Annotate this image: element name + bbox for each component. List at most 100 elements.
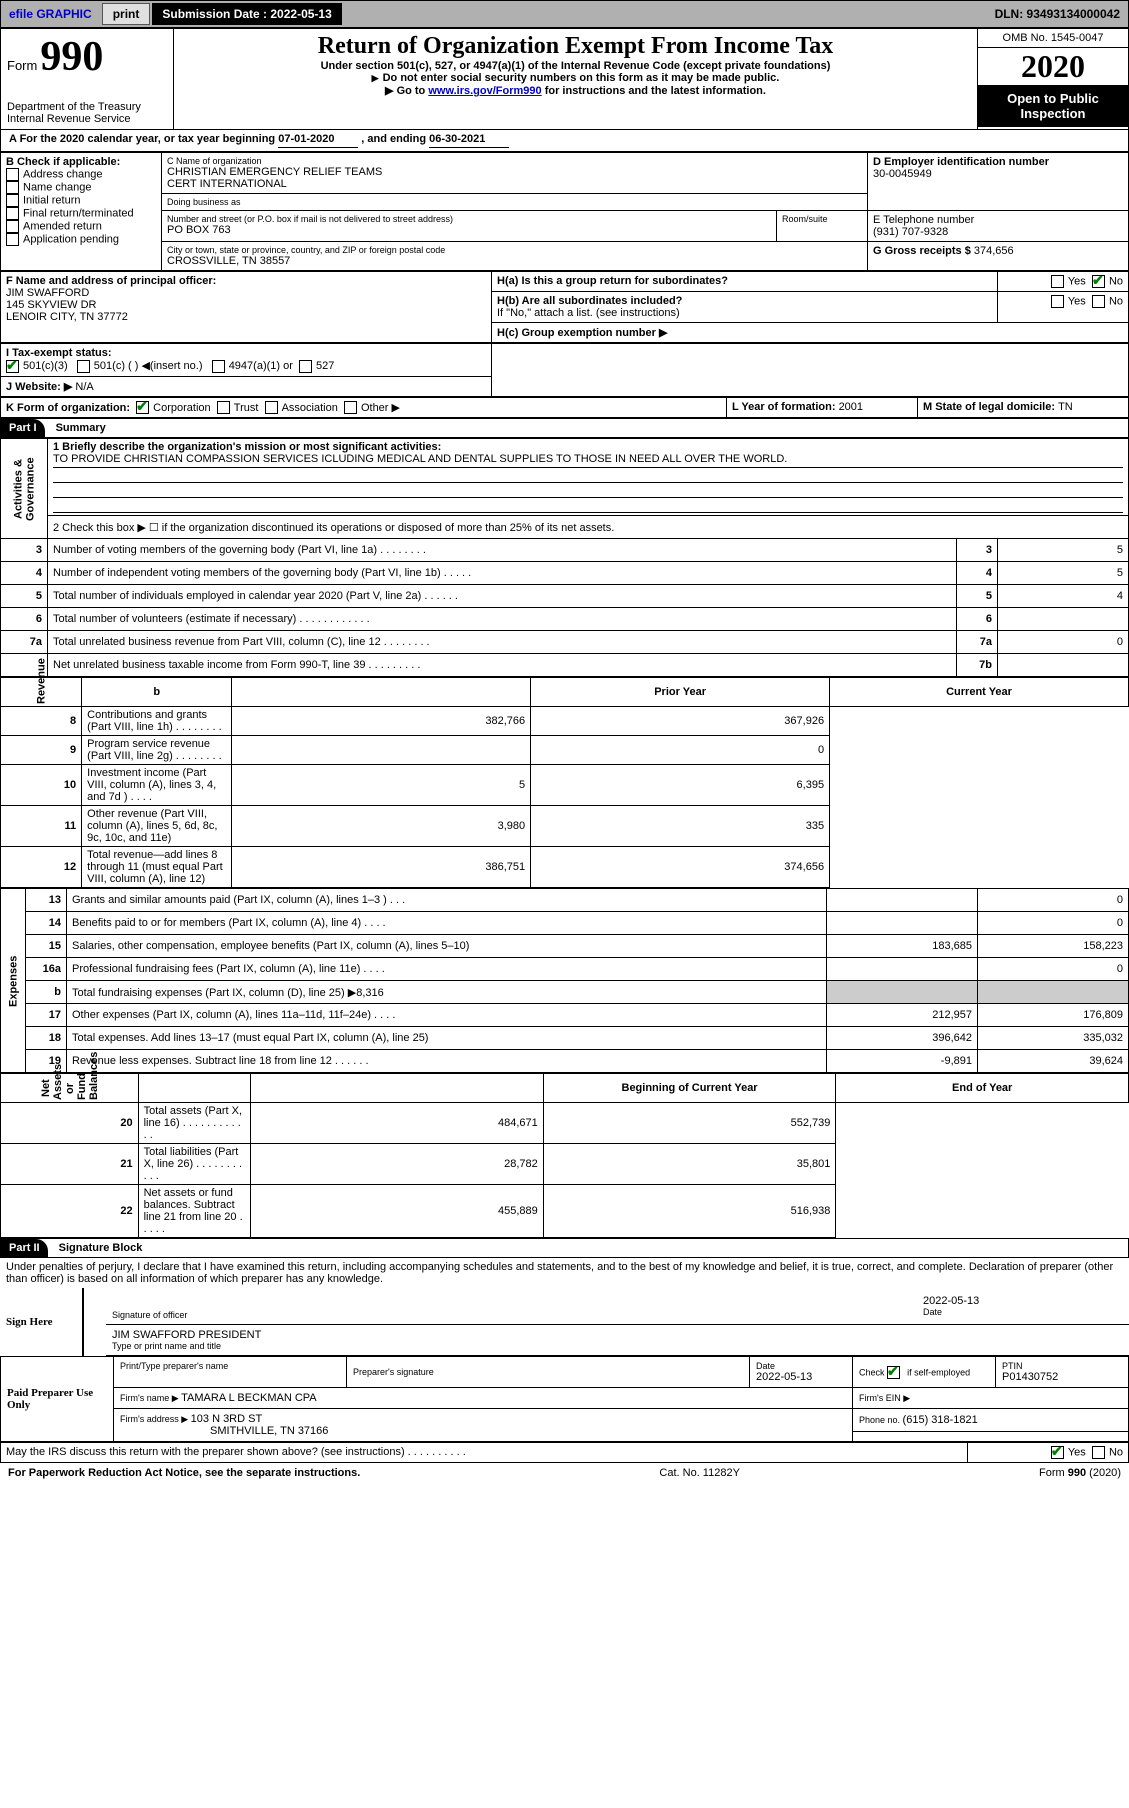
irs-link[interactable]: www.irs.gov/Form990 [428,85,541,97]
rowk-label: K Form of organization: [6,402,130,414]
side-ag: Activities & Governance [1,439,48,539]
discuss-no-check[interactable] [1092,1446,1105,1459]
prior-val: 183,685 [827,935,978,958]
c-check[interactable] [77,360,90,373]
rowj-label: J Website: ▶ [6,381,72,393]
website: N/A [75,381,93,393]
other-check[interactable] [344,401,357,414]
efile-link[interactable]: efile GRAPHIC [1,3,100,25]
hb-no: No [1109,295,1123,307]
line-num: 13 [26,889,67,912]
boxd-label: D Employer identification number [873,156,1123,168]
officer-addr1: 145 SKYVIEW DR [6,299,486,311]
c3-label: 501(c)(3) [23,360,68,372]
prior-val [827,912,978,935]
summary-table: Activities & Governance 1 Briefly descri… [0,438,1129,677]
firm-addr2: SMITHVILLE, TN 37166 [120,1425,846,1437]
line-num: 16a [26,958,67,981]
dln-label: DLN: 93493134000042 [987,3,1128,25]
q2: 2 Check this box ▶ ☐ if the organization… [48,516,1129,539]
current-val: 552,739 [543,1103,836,1144]
s527-label: 527 [316,360,334,372]
boxg-label: G Gross receipts $ [873,245,974,257]
prior-val: -9,891 [827,1050,978,1073]
current-val: 176,809 [978,1004,1129,1027]
line-num: 6 [1,608,48,631]
hb-yes: Yes [1068,295,1086,307]
trust-check[interactable] [217,401,230,414]
initial-check[interactable] [6,194,19,207]
addr-change-label: Address change [23,168,103,180]
part1-label: Part I [1,419,45,437]
line-box: 3 [957,539,998,562]
c3-check[interactable] [6,360,19,373]
gross-receipts: 374,656 [974,245,1014,257]
amended-label: Amended return [23,220,102,232]
prep-sig-label: Preparer's signature [353,1367,743,1377]
discuss-yes: Yes [1068,1447,1086,1459]
corp-check[interactable] [136,401,149,414]
firm-addr1: 103 N 3RD ST [191,1413,263,1425]
line-box: 7b [957,654,998,677]
entity-grid: B Check if applicable: Address change Na… [0,152,1129,271]
line-desc: Total liabilities (Part X, line 26) . . … [138,1144,251,1185]
final-check[interactable] [6,207,19,220]
addr-change-check[interactable] [6,168,19,181]
officer-typed: JIM SWAFFORD PRESIDENT [112,1329,1123,1341]
ha-yes-check[interactable] [1051,275,1064,288]
line-num: 10 [1,765,82,806]
discuss-row: May the IRS discuss this return with the… [0,1442,1129,1463]
city: CROSSVILLE, TN 38557 [167,255,862,267]
prior-val: 386,751 [232,847,531,888]
line-desc: Total number of volunteers (estimate if … [48,608,957,631]
line-desc: Total expenses. Add lines 13–17 (must eq… [67,1027,827,1050]
hb-yes-check[interactable] [1051,295,1064,308]
selfemp-check[interactable] [887,1366,900,1379]
print-button[interactable]: print [102,3,151,25]
line-num: 18 [26,1027,67,1050]
q1-label: 1 Briefly describe the organization's mi… [53,441,1123,453]
current-val [978,981,1129,1004]
amended-check[interactable] [6,220,19,233]
assoc-check[interactable] [265,401,278,414]
line-num: 15 [26,935,67,958]
ha-no-check[interactable] [1092,275,1105,288]
prior-val: 5 [232,765,531,806]
head-end: End of Year [836,1074,1129,1103]
pending-check[interactable] [6,233,19,246]
discuss-yes-check[interactable] [1051,1446,1064,1459]
hb-no-check[interactable] [1092,295,1105,308]
sign-block: Sign Here Signature of officer 2022-05-1… [0,1288,1129,1356]
line-num: 21 [1,1144,139,1185]
prior-val: 396,642 [827,1027,978,1050]
corp-label: Corporation [153,402,210,414]
row-a-taxyear: A For the 2020 calendar year, or tax yea… [0,130,1129,152]
line-num: 20 [1,1103,139,1144]
head-prior: Prior Year [531,678,830,707]
firm-name: TAMARA L BECKMAN CPA [181,1392,317,1404]
line-box: 6 [957,608,998,631]
name-change-check[interactable] [6,181,19,194]
line-val: 0 [998,631,1129,654]
prior-val [827,889,978,912]
a1-check[interactable] [212,360,225,373]
rowm-label: M State of legal domicile: [923,401,1058,413]
rowa-begin: 07-01-2020 [278,133,358,148]
form-word: Form [7,58,37,73]
s527-check[interactable] [299,360,312,373]
line-desc: Net unrelated business taxable income fr… [48,654,957,677]
city-label: City or town, state or province, country… [167,245,862,255]
officer-addr2: LENOIR CITY, TN 37772 [6,311,486,323]
line-num: 8 [1,707,82,736]
sig-date-label: Date [923,1307,1123,1317]
initial-label: Initial return [23,194,80,206]
omb-number: OMB No. 1545-0047 [978,29,1128,48]
rowa-mid: , and ending [361,133,429,145]
line-box: 4 [957,562,998,585]
line-val: 4 [998,585,1129,608]
line-val: 5 [998,539,1129,562]
footer: For Paperwork Reduction Act Notice, see … [0,1463,1129,1483]
ssn-note: Do not enter social security numbers on … [180,72,971,84]
prior-val [827,981,978,1004]
current-val: 374,656 [531,847,830,888]
